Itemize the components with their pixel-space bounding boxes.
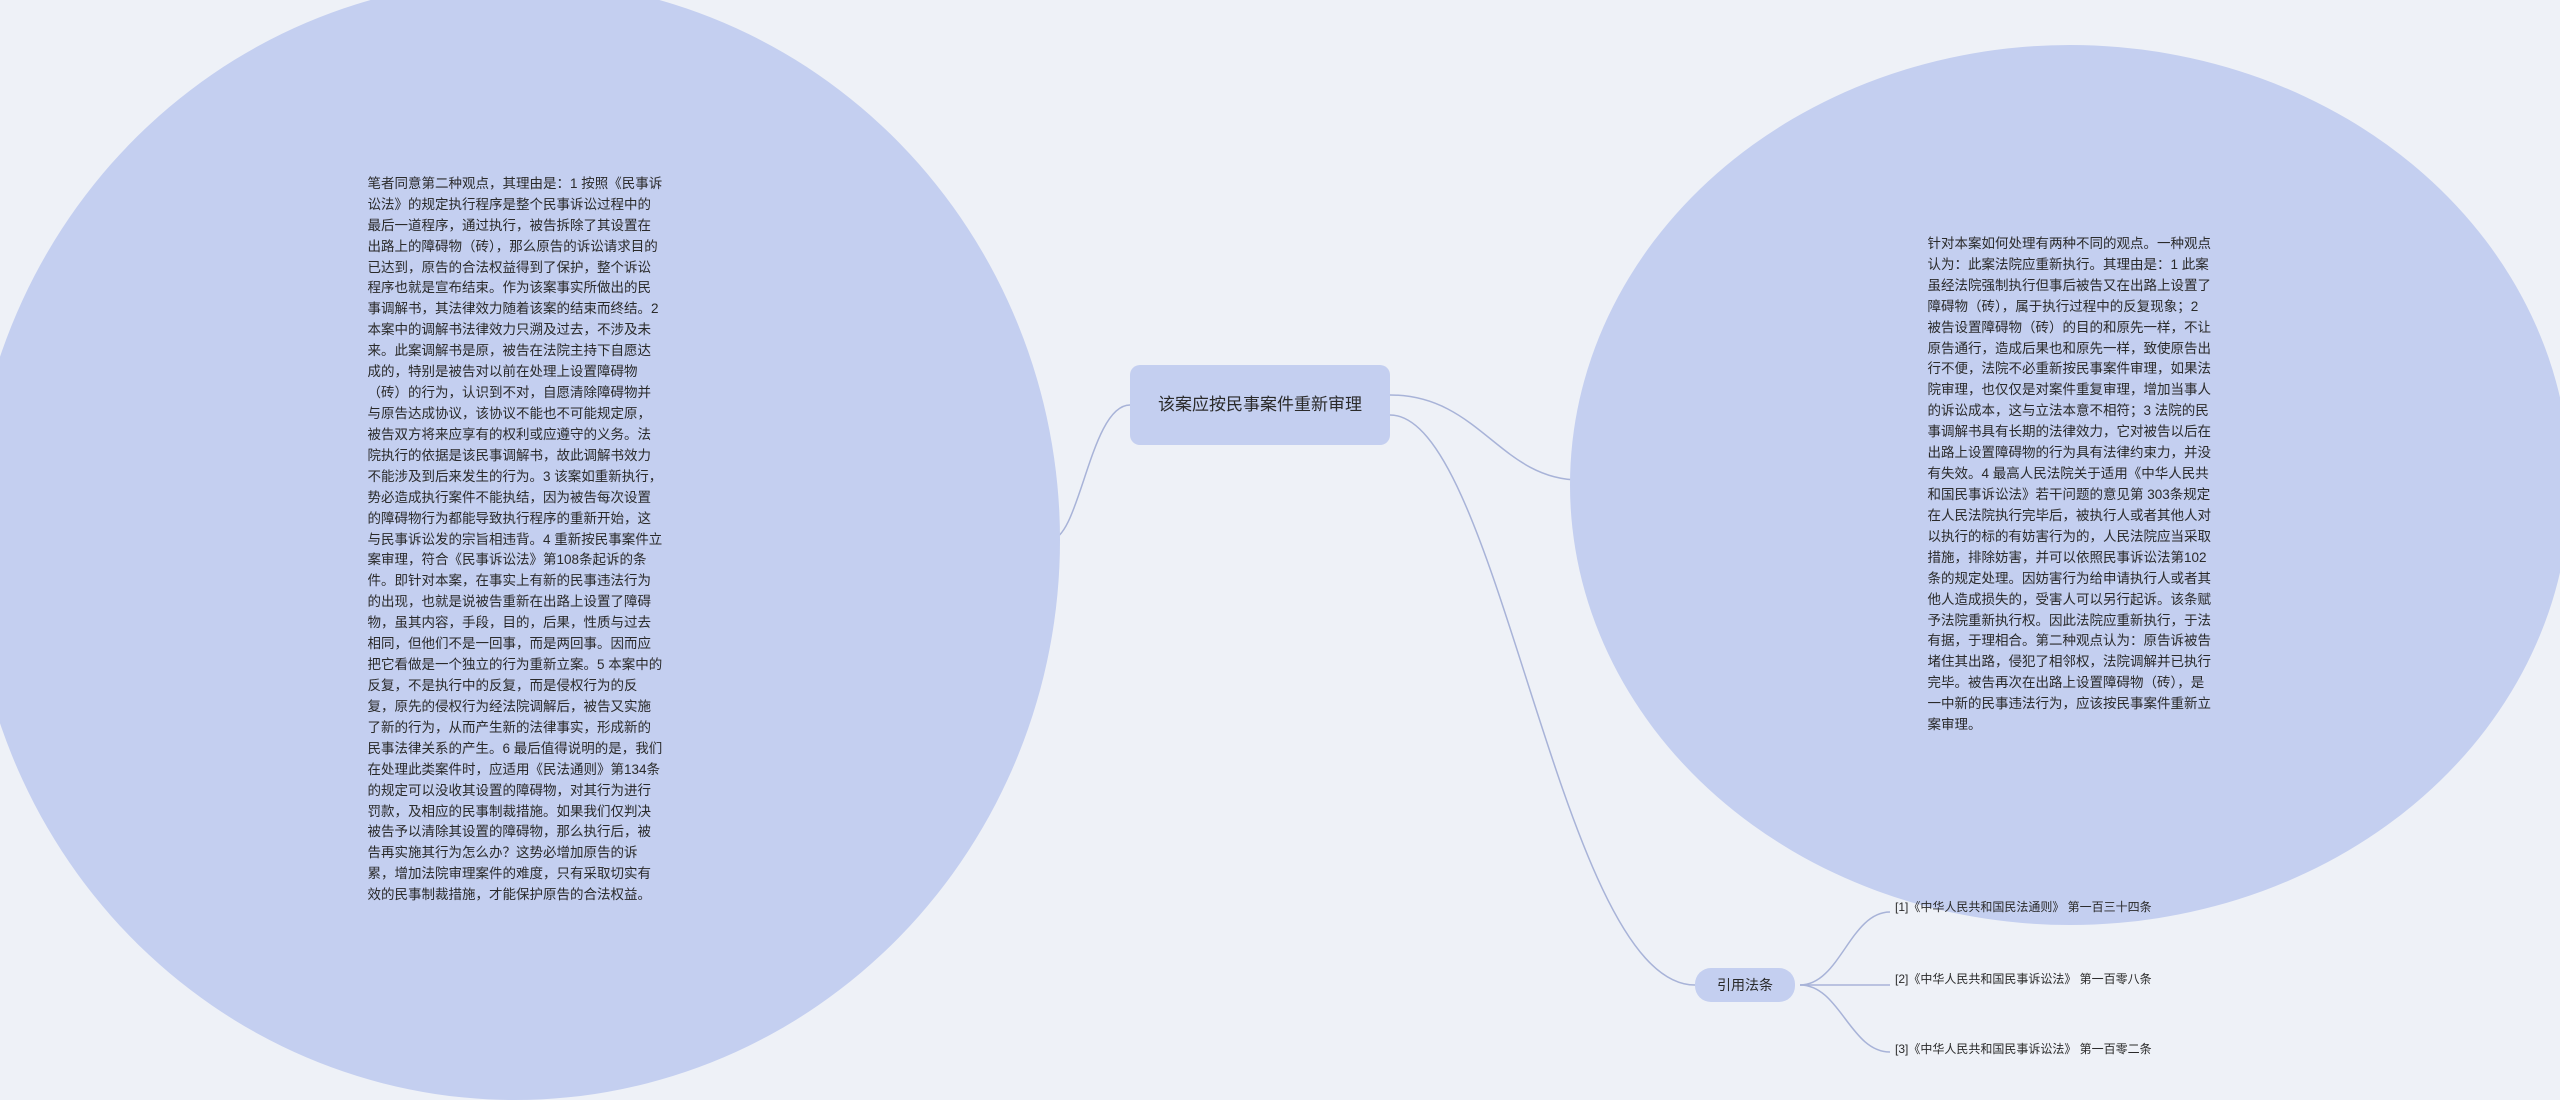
citation-item-2: [2]《中华人民共和国民事诉讼法》 第一百零八条 [1895,970,2175,988]
left-opinion-text: 笔者同意第二种观点，其理由是：1 按照《民事诉讼法》的规定执行程序是整个民事诉讼… [368,174,663,906]
right-opinion-ellipse: 针对本案如何处理有两种不同的观点。一种观点认为：此案法院应重新执行。其理由是：1… [1570,45,2560,925]
citation-item-3: [3]《中华人民共和国民事诉讼法》 第一百零二条 [1895,1040,2175,1058]
citation-item-1: [1]《中华人民共和国民法通则》 第一百三十四条 [1895,898,2175,916]
citation-label-node[interactable]: 引用法条 [1695,968,1795,1002]
citation-label-text: 引用法条 [1717,977,1773,993]
right-opinion-text: 针对本案如何处理有两种不同的观点。一种观点认为：此案法院应重新执行。其理由是：1… [1928,234,2213,736]
center-title-node[interactable]: 该案应按民事案件重新审理 [1130,365,1390,445]
center-title-text: 该案应按民事案件重新审理 [1158,392,1362,418]
left-opinion-ellipse: 笔者同意第二种观点，其理由是：1 按照《民事诉讼法》的规定执行程序是整个民事诉讼… [0,0,1060,1100]
